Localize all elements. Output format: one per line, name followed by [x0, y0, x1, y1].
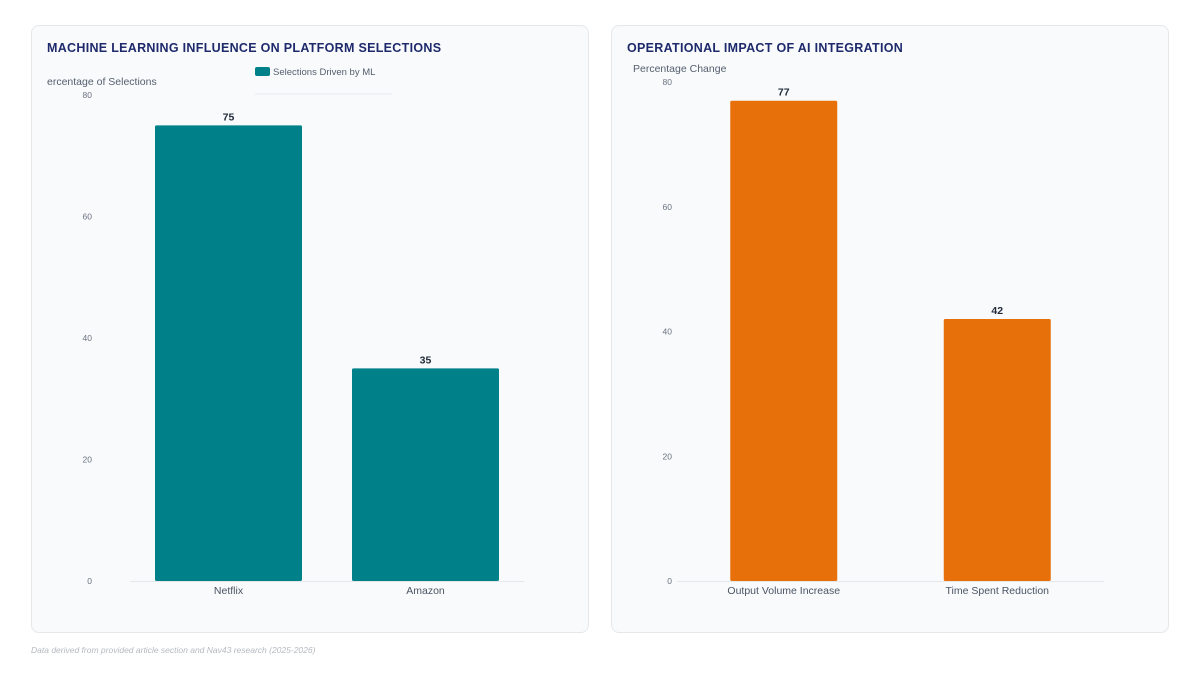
- legend-label: Selections Driven by ML: [273, 67, 375, 78]
- legend-swatch: [255, 67, 270, 76]
- data-label: 77: [778, 87, 790, 99]
- bar-netflix: [155, 125, 302, 581]
- y-tick-label: 0: [667, 576, 672, 586]
- y-tick-label: 40: [663, 327, 673, 337]
- x-tick-label: Amazon: [406, 585, 445, 597]
- y-tick-label: 80: [663, 77, 673, 87]
- y-tick-label: 20: [83, 455, 93, 465]
- data-label: 75: [223, 111, 235, 123]
- chart-panel-ai-impact: OPERATIONAL IMPACT OF AI INTEGRATION Per…: [611, 25, 1169, 633]
- chart-title: OPERATIONAL IMPACT OF AI INTEGRATION: [627, 41, 904, 55]
- x-tick-label: Output Volume Increase: [727, 585, 840, 597]
- x-tick-label: Netflix: [214, 585, 244, 597]
- y-tick-label: 60: [663, 202, 673, 212]
- y-tick-label: 80: [83, 90, 93, 100]
- x-tick-label: Time Spent Reduction: [946, 585, 1050, 597]
- y-tick-label: 40: [83, 333, 93, 343]
- y-axis-label: Percentage Change: [633, 63, 727, 75]
- y-tick-label: 0: [87, 576, 92, 586]
- bar-output-volume-increase: [730, 100, 838, 582]
- bar-time-spent-reduction: [943, 319, 1051, 581]
- bar-amazon: [352, 368, 499, 581]
- data-label: 42: [991, 305, 1003, 317]
- bar-chart-ai-impact: Percentage Change 0 20 40 60 80 77 Output Volum…: [633, 63, 1104, 597]
- y-tick-label: 60: [83, 212, 93, 222]
- chart-panel-ml-influence: MACHINE LEARNING INFLUENCE ON PLATFORM S…: [31, 25, 589, 633]
- footer-note: Data derived from provided article secti…: [31, 645, 316, 655]
- y-axis-label: ercentage of Selections: [47, 76, 157, 88]
- y-tick-label: 20: [663, 451, 673, 461]
- chart-title: MACHINE LEARNING INFLUENCE ON PLATFORM S…: [47, 41, 442, 55]
- bar-chart-ml-influence: ercentage of Selections 0 20 40 60 80 75 Netfli…: [47, 67, 524, 597]
- data-label: 35: [420, 354, 432, 366]
